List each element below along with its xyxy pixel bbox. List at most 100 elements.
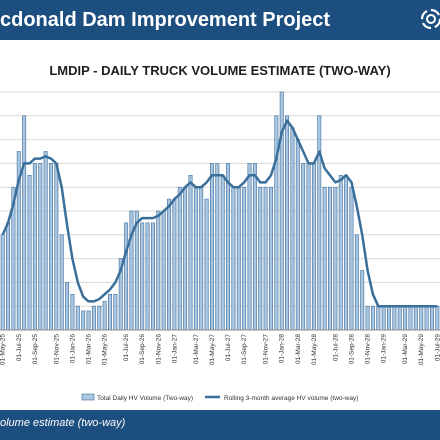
chart-bar	[333, 186, 338, 331]
chart-bar	[97, 305, 102, 331]
chart-bar	[258, 186, 263, 331]
x-tick-label: 01-May-25	[0, 334, 7, 365]
chart-bar	[328, 186, 332, 331]
chart-bar	[81, 310, 86, 331]
footer-banner: olume estimate (two-way)	[0, 410, 440, 440]
chart-bar	[38, 163, 43, 331]
chart-title: LMDIP - DAILY TRUCK VOLUME ESTIMATE (TWO…	[49, 63, 390, 78]
chart-bar	[301, 163, 306, 331]
x-tick-label: 01-Mar-28	[295, 334, 302, 364]
chart-bar	[269, 186, 273, 331]
x-tick-label: 01-Sep-27	[241, 334, 248, 365]
chart-bar	[199, 186, 204, 331]
legend-label-line: Rolling 3-month average HV volume (two-w…	[224, 395, 358, 402]
chart-bar	[70, 294, 75, 331]
chart-bar	[113, 294, 118, 331]
chart-bar	[392, 305, 397, 331]
chart-bar	[156, 210, 161, 331]
x-tick-label: 01-Jan-28	[279, 334, 286, 364]
chart-bar	[32, 163, 37, 331]
x-tick-label: 01-Sep-28	[348, 334, 355, 365]
x-tick-label: 01-Jul-28	[332, 334, 339, 361]
chart-bar	[0, 234, 5, 331]
chart-bar	[215, 163, 220, 331]
x-tick-label: 01-Mar-29	[402, 334, 409, 364]
chart-bar	[285, 115, 290, 331]
chart-bar	[54, 163, 59, 331]
chart-bar	[140, 222, 145, 331]
chart-bar	[247, 163, 252, 331]
x-tick-label: 01-Jul-29	[434, 334, 440, 361]
chart-bar	[295, 139, 300, 331]
swirl-logo-icon	[420, 8, 440, 30]
x-tick-label: 01-Nov-28	[365, 334, 372, 365]
chart-bar	[91, 305, 96, 331]
x-tick-label: 01-Nov-27	[263, 334, 270, 365]
chart-bar	[344, 175, 349, 331]
chart-bar	[242, 186, 247, 331]
chart-bar	[145, 222, 150, 331]
x-tick-label: 01-Mar-27	[193, 334, 200, 364]
chart-bar	[349, 186, 354, 331]
chart-bar	[49, 163, 53, 331]
x-tick-label: 01-Sep-25	[32, 334, 39, 365]
x-tick-label: 01-May-29	[418, 334, 425, 365]
truck-volume-chart: LMDIP - DAILY TRUCK VOLUME ESTIMATE (TWO…	[0, 63, 440, 402]
chart-bar	[188, 175, 193, 331]
chart-bar	[387, 305, 391, 331]
x-tick-label: 01-Jul-27	[225, 334, 232, 361]
chart-bar	[220, 175, 225, 331]
chart-bar	[86, 310, 91, 331]
chart-bar	[193, 186, 198, 331]
chart-bar	[161, 210, 166, 331]
chart-bar	[408, 305, 413, 331]
chart-bar	[102, 301, 107, 331]
x-tick-label: 01-Mar-26	[86, 334, 93, 364]
chart-bar	[6, 222, 11, 331]
chart-bar	[129, 210, 134, 331]
chart-bar	[177, 186, 182, 331]
chart-bar	[167, 198, 171, 331]
chart-bar	[424, 305, 429, 331]
chart-bar	[290, 127, 295, 331]
chart-bar	[354, 234, 359, 331]
x-tick-label: 01-Jan-27	[171, 334, 178, 364]
header-banner: cdonald Dam Improvement Project	[0, 0, 440, 40]
chart-bar	[27, 175, 32, 331]
chart-bar	[59, 234, 64, 331]
chart-bar	[381, 305, 386, 331]
chart-bar	[317, 115, 322, 331]
chart-bar	[263, 186, 268, 331]
chart-bar	[108, 294, 112, 331]
chart-bar	[75, 305, 80, 331]
chart-bar	[65, 282, 70, 331]
chart-bar	[306, 163, 311, 331]
chart-bar	[22, 115, 27, 331]
chart-bar	[43, 151, 48, 331]
chart-bar	[370, 305, 375, 331]
chart-bar	[226, 163, 231, 331]
chart-bar	[204, 198, 209, 331]
x-tick-label: 01-May-28	[311, 334, 318, 365]
x-tick-label: 01-Jan-29	[381, 334, 388, 364]
footer-note: olume estimate (two-way)	[0, 417, 126, 429]
x-tick-label: 01-Jan-26	[69, 334, 76, 364]
chart-bar	[365, 305, 370, 331]
x-tick-label: 01-Nov-25	[53, 334, 60, 365]
chart-bar	[311, 163, 316, 331]
chart-bar	[172, 198, 177, 331]
rolling-average-line	[1, 119, 438, 308]
legend-swatch-bars	[81, 393, 95, 401]
x-tick-label: 01-May-27	[209, 334, 216, 365]
legend-label-bars: Total Daily HV Volume (Two-way)	[97, 395, 193, 402]
chart-bar	[183, 186, 188, 331]
chart-bar	[124, 222, 129, 331]
chart-bar	[209, 163, 214, 331]
chart-bar	[376, 305, 381, 331]
chart-bar	[236, 186, 241, 331]
chart-bar	[429, 305, 434, 331]
chart-bar	[322, 186, 327, 331]
page-title: cdonald Dam Improvement Project	[0, 9, 331, 31]
chart-bar	[403, 305, 408, 331]
chart-bar	[360, 270, 365, 331]
